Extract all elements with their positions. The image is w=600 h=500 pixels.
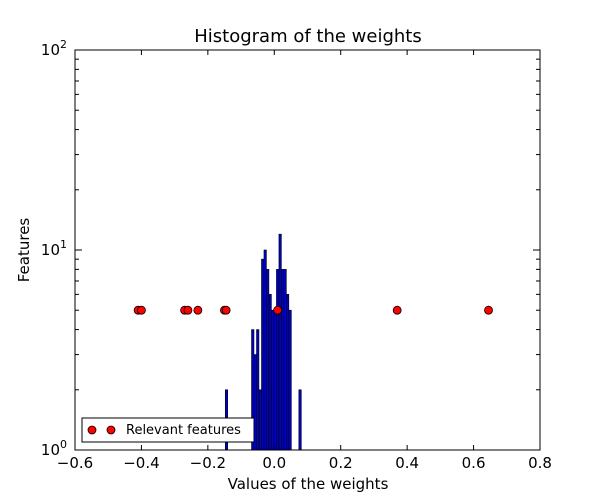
histogram-bar (271, 309, 275, 451)
relevant-feature-points (133, 305, 493, 315)
y-axis-ticks: 100 101 102 (41, 38, 540, 459)
x-tick-label: −0.4 (123, 454, 159, 472)
histogram-bar (258, 389, 262, 451)
relevant-feature-point (273, 305, 283, 315)
histogram-bar (266, 269, 270, 451)
legend: Relevant features (81, 417, 255, 443)
relevant-feature-point (221, 305, 231, 315)
histogram-bar (281, 269, 285, 451)
histogram-bar (298, 389, 302, 451)
legend-marker (106, 425, 116, 435)
axes-background (75, 50, 540, 450)
histogram-bar (273, 309, 277, 451)
histogram-bar (283, 269, 287, 451)
relevant-feature-point (183, 305, 193, 315)
histogram-bar (276, 269, 280, 451)
y-tick-label: 102 (41, 38, 67, 59)
histogram-bar (261, 258, 265, 451)
x-tick-label: 0.2 (329, 454, 353, 472)
relevant-feature-point (137, 305, 146, 315)
x-tick-label: 0.0 (262, 454, 286, 472)
x-tick-label: 0.6 (462, 454, 486, 472)
plot-area: −0.6 −0.4 −0.2 0.0 0.2 0.4 0.6 0.8 100 101 102 (41, 38, 552, 472)
histogram-bar (286, 294, 290, 451)
x-tick-label: −0.2 (190, 454, 226, 472)
legend-marker (87, 425, 97, 435)
histogram-bar (288, 309, 292, 451)
chart-title: Histogram of the weights (194, 26, 422, 47)
x-axis-label: Values of the weights (228, 475, 389, 493)
histogram-bar (263, 249, 267, 451)
x-tick-label: 0.4 (395, 454, 419, 472)
x-tick-label: 0.8 (528, 454, 552, 472)
legend-box (81, 417, 255, 443)
histogram-bar (278, 233, 282, 451)
histogram-bar (256, 329, 260, 451)
y-tick-label: 100 (41, 438, 67, 459)
x-axis-ticks: −0.6 −0.4 −0.2 0.0 0.2 0.4 0.6 0.8 (57, 50, 552, 472)
relevant-feature-point (193, 305, 203, 315)
y-tick-label: 101 (41, 238, 67, 259)
legend-label: Relevant features (126, 423, 241, 438)
histogram-bar (268, 294, 272, 451)
relevant-feature-point (484, 305, 493, 315)
y-axis-label: Features (15, 218, 33, 283)
x-tick-label: −0.6 (57, 454, 93, 472)
relevant-feature-point (392, 305, 402, 315)
